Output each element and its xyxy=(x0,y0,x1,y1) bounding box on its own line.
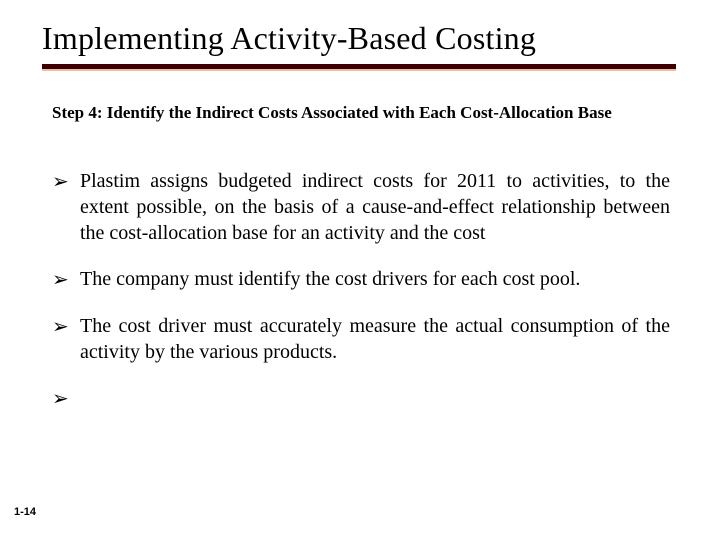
title-underline-light xyxy=(42,69,676,71)
bullet-marker-icon: ➢ xyxy=(52,168,80,195)
bullet-item: ➢ The cost driver must accurately measur… xyxy=(52,313,670,365)
slide: Implementing Activity-Based Costing Step… xyxy=(0,0,720,540)
bullet-text: The company must identify the cost drive… xyxy=(80,266,670,292)
bullet-text: Plastim assigns budgeted indirect costs … xyxy=(80,168,670,246)
bullet-list: ➢ Plastim assigns budgeted indirect cost… xyxy=(52,168,670,432)
slide-subtitle: Step 4: Identify the Indirect Costs Asso… xyxy=(52,102,664,123)
bullet-text: The cost driver must accurately measure … xyxy=(80,313,670,365)
bullet-marker-icon: ➢ xyxy=(52,385,80,412)
bullet-item: ➢ xyxy=(52,385,670,412)
bullet-marker-icon: ➢ xyxy=(52,266,80,293)
page-number: 1-14 xyxy=(14,506,36,518)
bullet-item: ➢ The company must identify the cost dri… xyxy=(52,266,670,293)
bullet-item: ➢ Plastim assigns budgeted indirect cost… xyxy=(52,168,670,246)
slide-title: Implementing Activity-Based Costing xyxy=(42,20,536,57)
bullet-marker-icon: ➢ xyxy=(52,313,80,340)
